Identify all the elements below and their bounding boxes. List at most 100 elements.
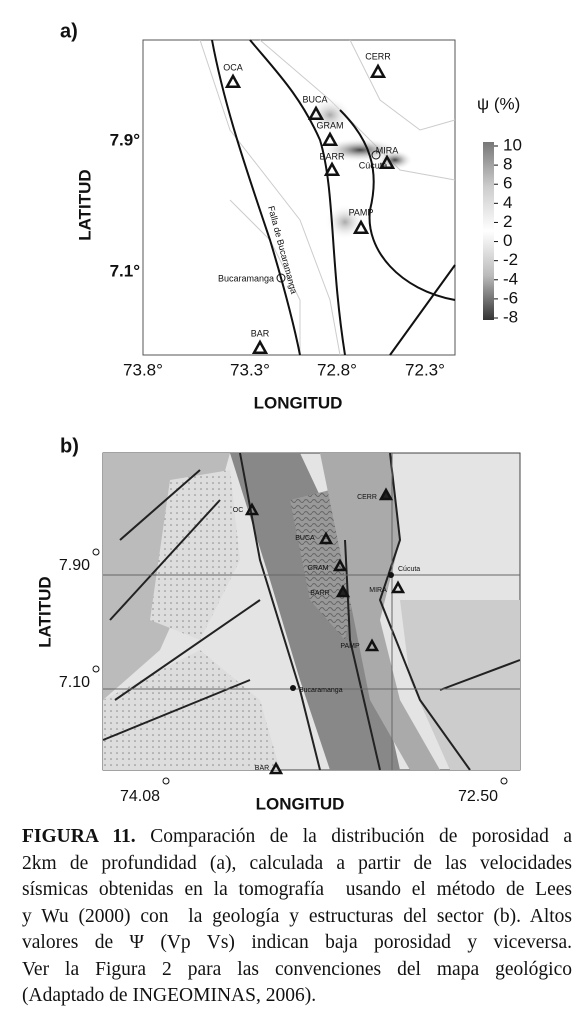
axis-label: LATITUD bbox=[75, 169, 94, 240]
caption-line: (Adaptado de INGEOMINAS, 2006). bbox=[22, 983, 572, 1010]
caption-line: y Wu (2000) con la geología y estructura… bbox=[22, 904, 572, 931]
x-tick-label: 72.3° bbox=[405, 360, 445, 379]
station-marker bbox=[268, 761, 284, 775]
station-label: GRAM bbox=[317, 120, 344, 130]
city-marker bbox=[276, 273, 286, 283]
station-marker bbox=[244, 502, 260, 516]
station-label: OC bbox=[233, 507, 244, 514]
degree-mark bbox=[92, 548, 100, 556]
colorbar-tick-label: 4 bbox=[503, 193, 512, 212]
colorbar-tick-label: -8 bbox=[503, 307, 518, 326]
caption-line: valores de Ψ (Vp Vs) indican baja porosi… bbox=[22, 930, 572, 957]
anomaly bbox=[377, 150, 413, 170]
station-marker bbox=[364, 638, 380, 652]
colorbar-tick-label: 0 bbox=[503, 231, 512, 250]
station-marker bbox=[352, 219, 370, 235]
degree-mark bbox=[500, 777, 508, 785]
station-label: PAMP bbox=[340, 643, 360, 650]
fault bbox=[249, 39, 346, 356]
x-tick-label: 73.3° bbox=[230, 360, 270, 379]
station-label: BAR bbox=[251, 328, 270, 338]
station-label: PAMP bbox=[349, 207, 374, 217]
station-marker bbox=[335, 584, 351, 598]
caption: FIGURA 11. Comparación de la distribució… bbox=[22, 824, 572, 1010]
caption-text: 2km de profundidad (a), calculada a part… bbox=[22, 852, 572, 874]
city-marker bbox=[388, 572, 394, 578]
colorbar-tick-label: -2 bbox=[503, 250, 518, 269]
border-lines bbox=[199, 39, 456, 356]
station-marker bbox=[251, 339, 269, 355]
x-tick-label: 72.8° bbox=[317, 360, 357, 379]
caption-text: (Adaptado de INGEOMINAS, 2006). bbox=[22, 985, 317, 1006]
station-marker bbox=[224, 73, 242, 89]
x-tick-label: 73.8° bbox=[123, 360, 163, 379]
colorbar bbox=[483, 142, 494, 320]
caption-line: 2km de profundidad (a), calculada a part… bbox=[22, 851, 572, 878]
station-label: GRAM bbox=[308, 565, 329, 572]
caption-text: sísmicas obtenidas en la tomografía usan… bbox=[22, 879, 572, 900]
axis-label: LATITUD bbox=[35, 576, 54, 647]
caption-text: Comparación de la distribución de porosi… bbox=[135, 826, 573, 847]
station-label: BARR bbox=[310, 590, 329, 597]
y-tick-label: 7.1° bbox=[110, 261, 141, 280]
station-label: OCA bbox=[223, 62, 243, 72]
station-marker bbox=[318, 531, 334, 545]
caption-text: valores de Ψ (Vp Vs) indican baja porosi… bbox=[22, 932, 572, 953]
panel-a bbox=[142, 39, 494, 356]
city-label: Bucaramanga bbox=[218, 273, 274, 283]
station-label: BUCA bbox=[302, 94, 327, 104]
geo-unit bbox=[103, 650, 280, 770]
station-marker bbox=[369, 63, 387, 79]
geo-unit bbox=[400, 600, 520, 770]
figure: a) LATITUD LONGITUD 7.9° 7.1° 73.8° 73.3° 72.8°… bbox=[35, 20, 522, 813]
colorbar-title: ψ (%) bbox=[477, 94, 520, 113]
degree-mark bbox=[162, 777, 170, 785]
caption-line: Ver la Figura 2 para las convenciones de… bbox=[22, 957, 572, 984]
station-label: BUCA bbox=[295, 535, 315, 542]
colorbar-tick-label: 6 bbox=[503, 174, 512, 193]
city-label: Cúcuta bbox=[398, 566, 420, 573]
caption-line: FIGURA 11. Comparación de la distribució… bbox=[22, 824, 572, 851]
y-tick-label: 7.90 bbox=[59, 557, 90, 574]
panel-label: a) bbox=[60, 20, 78, 42]
city-label: Bucaramanga bbox=[299, 687, 343, 694]
fault bbox=[389, 264, 456, 356]
panel-label: b) bbox=[60, 435, 79, 457]
colorbar-tick-label: 10 bbox=[503, 135, 522, 154]
geo-unit bbox=[230, 453, 400, 770]
fault bbox=[211, 39, 301, 356]
station-label: CERR bbox=[357, 494, 377, 501]
fault bbox=[339, 109, 456, 301]
panel-b bbox=[102, 452, 521, 771]
city-marker bbox=[290, 685, 296, 691]
degree-mark bbox=[92, 665, 100, 673]
geo-unit bbox=[320, 453, 440, 770]
station-label: BAR bbox=[255, 765, 269, 772]
station-label: MIRA bbox=[369, 587, 387, 594]
station-label: CERR bbox=[365, 51, 391, 61]
caption-text: y Wu (2000) con la geología y estructura… bbox=[22, 905, 572, 927]
anomaly bbox=[308, 97, 352, 133]
fault bbox=[102, 452, 521, 771]
colorbar-tick-label: 2 bbox=[503, 212, 512, 231]
caption-label: FIGURA 11. bbox=[22, 826, 136, 847]
caption-line: sísmicas obtenidas en la tomografía usan… bbox=[22, 877, 572, 904]
axis-label: LONGITUD bbox=[254, 393, 343, 412]
x-tick-label: 72.50 bbox=[458, 788, 498, 805]
station-label: MIRA bbox=[376, 145, 399, 155]
station-marker bbox=[390, 580, 406, 594]
y-tick-label: 7.10 bbox=[59, 674, 90, 691]
x-tick-label: 74.08 bbox=[120, 788, 160, 805]
station-marker bbox=[323, 161, 341, 177]
city-marker bbox=[371, 150, 381, 160]
colorbar-tick-label: -6 bbox=[503, 288, 518, 307]
station-marker bbox=[378, 487, 394, 501]
station-marker bbox=[332, 558, 348, 572]
station-marker bbox=[378, 154, 396, 170]
colorbar-tick-label: -4 bbox=[503, 269, 518, 288]
colorbar-tick-label: 8 bbox=[503, 155, 512, 174]
geo-unit bbox=[150, 470, 240, 640]
caption-text: Ver la Figura 2 para las convenciones de… bbox=[22, 958, 572, 980]
station-label: BARR bbox=[319, 151, 345, 161]
